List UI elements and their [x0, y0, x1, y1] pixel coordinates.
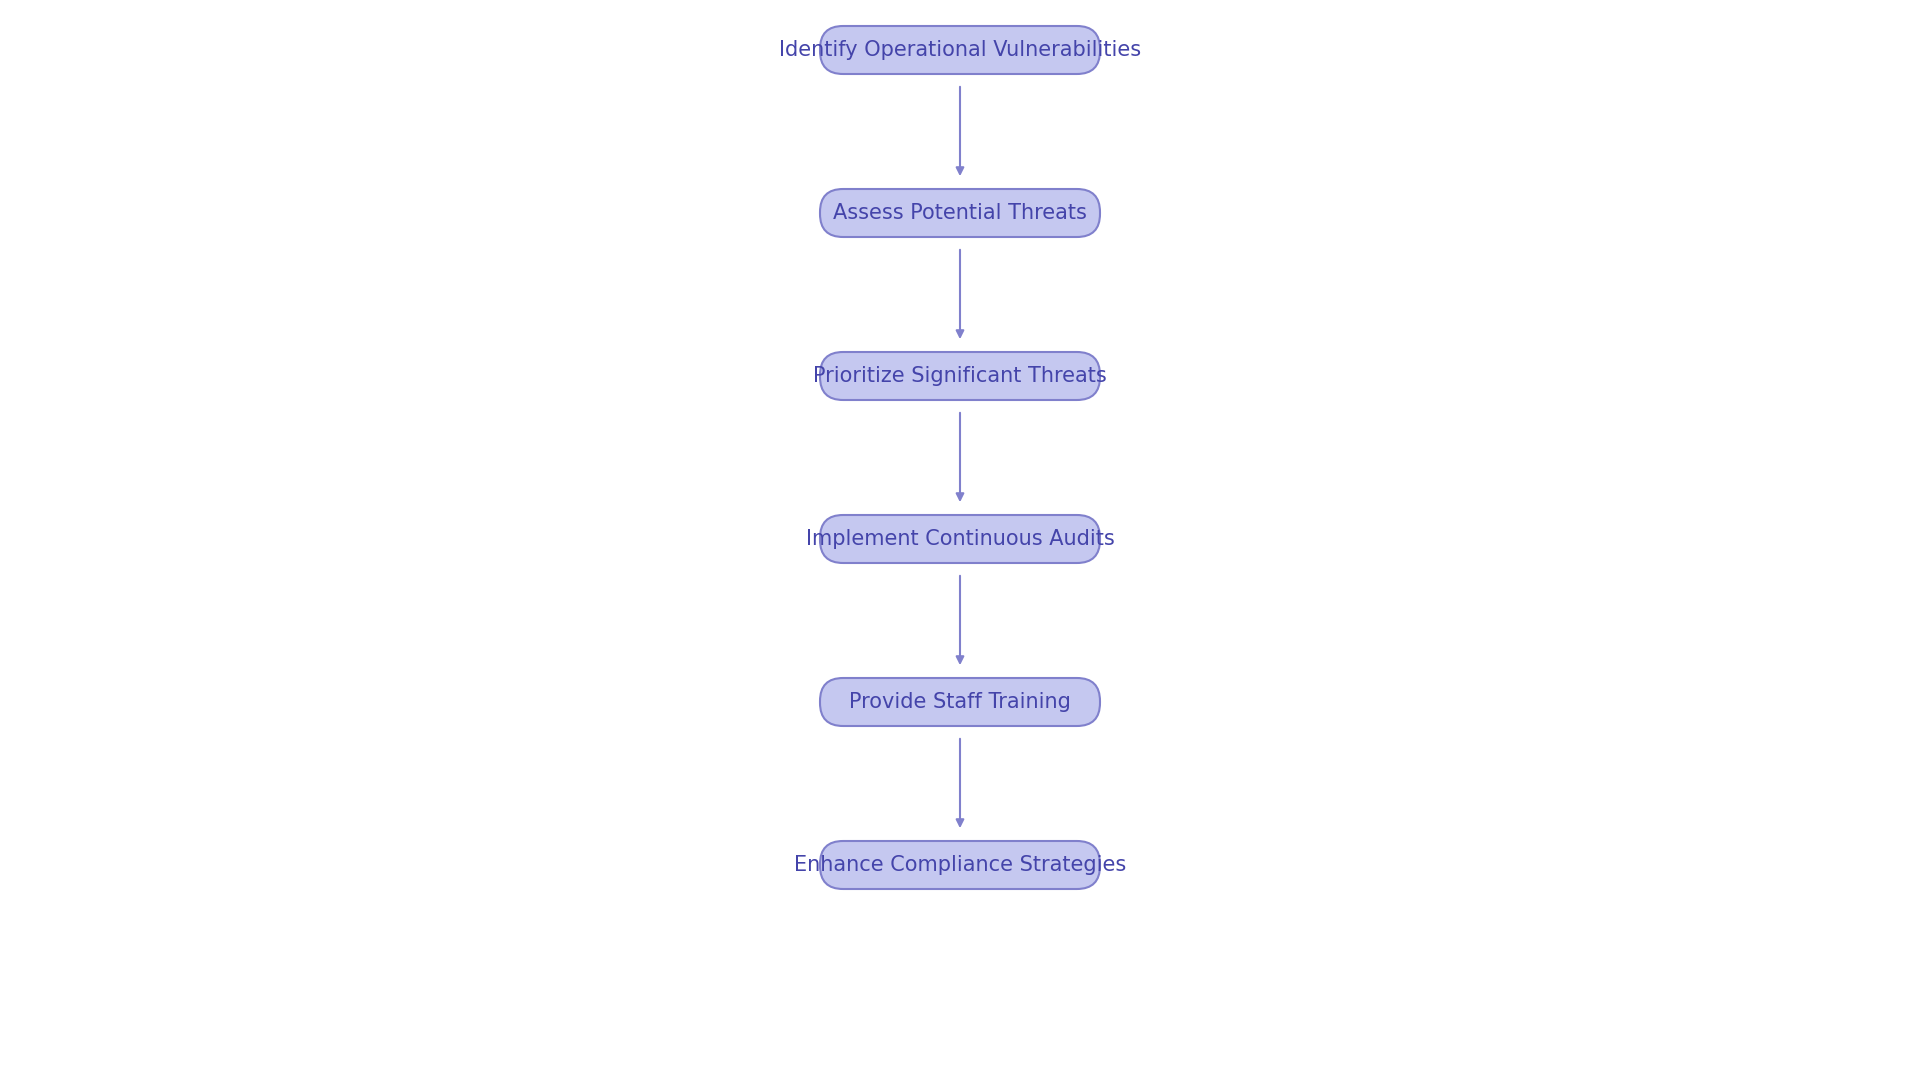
Text: Enhance Compliance Strategies: Enhance Compliance Strategies — [793, 855, 1127, 875]
FancyBboxPatch shape — [820, 189, 1100, 237]
Text: Provide Staff Training: Provide Staff Training — [849, 692, 1071, 712]
FancyBboxPatch shape — [820, 352, 1100, 400]
FancyBboxPatch shape — [820, 515, 1100, 563]
FancyBboxPatch shape — [820, 678, 1100, 726]
Text: Identify Operational Vulnerabilities: Identify Operational Vulnerabilities — [780, 40, 1140, 60]
Text: Assess Potential Threats: Assess Potential Threats — [833, 203, 1087, 222]
Text: Implement Continuous Audits: Implement Continuous Audits — [806, 529, 1114, 549]
Text: Prioritize Significant Threats: Prioritize Significant Threats — [814, 366, 1106, 386]
FancyBboxPatch shape — [820, 26, 1100, 75]
FancyBboxPatch shape — [820, 841, 1100, 889]
